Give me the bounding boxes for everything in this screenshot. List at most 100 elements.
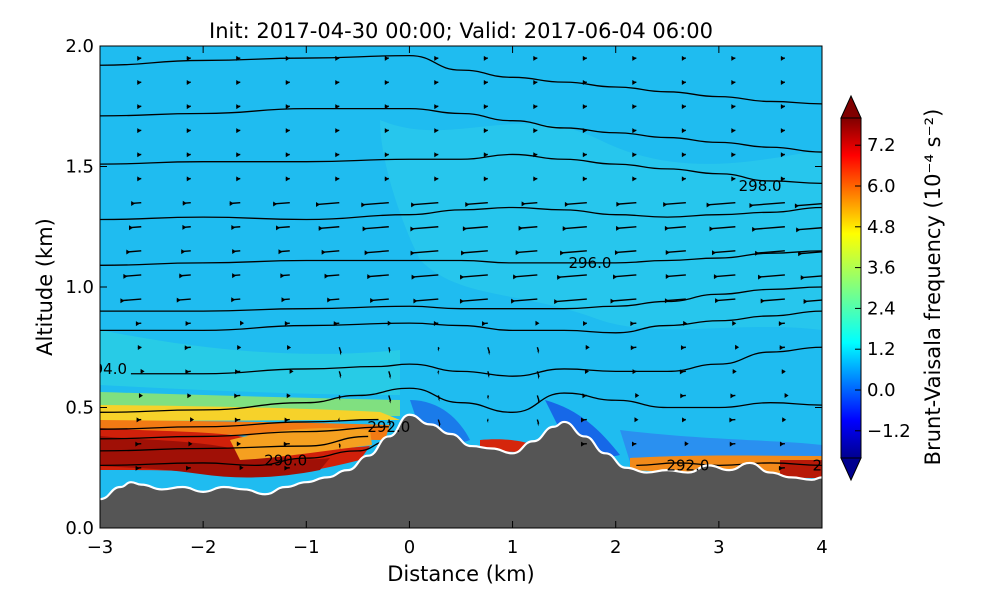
field-cyan-band	[100, 330, 400, 395]
wind-arrowhead-151	[533, 104, 538, 110]
wind-vector-229	[758, 274, 785, 278]
wind-arrowhead-154	[581, 441, 586, 447]
wind-vector-212	[711, 250, 736, 254]
contour-line-1	[100, 435, 369, 452]
wind-arrowhead-175	[630, 345, 635, 351]
wind-arrowhead-249	[798, 251, 803, 257]
wind-arrowhead-11	[129, 225, 133, 231]
wind-arrowhead-239	[780, 55, 785, 61]
colorbar-gradient	[840, 117, 862, 459]
wind-arrowhead-146	[518, 225, 523, 231]
wind-arrowhead-14	[137, 152, 142, 158]
contour-lines	[100, 54, 822, 466]
wind-arrowhead-115	[411, 202, 416, 208]
wind-arrowhead-111	[413, 298, 418, 304]
wind-arrowhead-138	[537, 421, 539, 427]
wind-arrowhead-118	[434, 128, 439, 134]
wind-arrowhead-108	[437, 369, 439, 375]
wind-arrowhead-48	[229, 200, 234, 206]
wind-arrowhead-116	[434, 176, 439, 182]
wind-arrowhead-231	[755, 250, 760, 256]
wind-arrowhead-206	[729, 417, 734, 423]
wind-arrowhead-171	[631, 441, 636, 447]
wind-vector-161	[560, 250, 587, 254]
contour-line-5	[100, 387, 822, 413]
wind-arrowhead-145	[515, 250, 520, 256]
wind-arrowhead-68	[285, 152, 290, 158]
wind-arrowhead-69	[285, 128, 290, 134]
wind-vector-159	[554, 298, 587, 303]
colorbar-tick-label-4: 3.6	[867, 258, 896, 279]
wind-vector-82	[315, 201, 340, 206]
field-yellow-band	[100, 405, 400, 421]
colorbar-min-extend	[840, 457, 862, 482]
wind-vector-247	[800, 275, 822, 279]
wind-arrowhead-76	[339, 373, 341, 379]
wind-vector-176	[610, 298, 637, 302]
wind-arrowhead-37	[239, 465, 244, 471]
x-tick-label-1: −2	[190, 537, 217, 558]
wind-arrowhead-51	[236, 128, 241, 134]
x-tick-label-0: −3	[87, 537, 114, 558]
wind-vector-129	[462, 226, 488, 230]
colorbar-tick-label-5: 4.8	[867, 217, 896, 238]
wind-arrowhead-236	[780, 128, 785, 134]
wind-arrowhead-167	[582, 128, 587, 134]
wind-arrowhead-128	[460, 274, 465, 280]
y-tick-label-2: 1.0	[65, 277, 94, 298]
wind-arrowhead-218	[731, 128, 736, 134]
wind-arrowhead-155	[581, 417, 586, 423]
wind-arrowhead-177	[610, 298, 615, 304]
wind-arrowhead-124	[487, 373, 490, 379]
wind-arrowhead-99	[361, 202, 366, 208]
wind-arrowhead-4	[138, 393, 143, 399]
wind-arrowhead-82	[318, 225, 323, 231]
wind-vector-160	[557, 274, 587, 279]
colorbar-tick-label-2: 1.2	[867, 339, 896, 360]
contour-labels: 290.0 292.0 292.0 29 94.0 296.0 298.0	[100, 177, 822, 475]
wind-vector-162	[562, 226, 587, 230]
wind-arrowhead-207	[730, 393, 735, 399]
wind-arrowhead-62	[281, 297, 286, 303]
wind-arrowhead-70	[285, 104, 290, 110]
x-tick-label-6: 3	[713, 537, 724, 558]
wind-arrowhead-63	[280, 273, 285, 279]
wind-vector-96	[364, 250, 389, 254]
wind-arrowhead-89	[335, 55, 340, 61]
wind-vector-130	[465, 201, 488, 206]
wind-arrowhead-79	[327, 297, 332, 303]
x-tick-label-4: 1	[507, 537, 518, 558]
wind-arrowhead-212	[713, 274, 718, 280]
wind-arrowhead-101	[384, 152, 389, 158]
wind-arrowhead-188	[684, 441, 689, 447]
wind-arrowhead-203	[681, 79, 686, 85]
y-tick-label-0: 0.0	[65, 518, 94, 539]
wind-vector-249	[796, 227, 822, 231]
wind-arrowhead-57	[284, 417, 289, 423]
wind-arrowhead-240	[832, 465, 836, 470]
wind-arrowhead-94	[387, 320, 392, 326]
plot-area: 290.0 292.0 292.0 29 94.0 296.0 298.0	[100, 46, 836, 528]
x-axis: −3 −2 −1 0 1 2 3 4	[87, 46, 828, 558]
wind-arrowhead-194	[664, 298, 669, 304]
wind-vector-112	[410, 250, 439, 254]
wind-vector-144	[515, 250, 538, 254]
wind-arrowhead-10	[126, 249, 131, 255]
wind-arrowhead-130	[462, 226, 467, 232]
wind-arrowhead-92	[389, 374, 391, 380]
wind-arrowhead-195	[665, 274, 670, 280]
wind-arrowhead-72	[285, 55, 290, 61]
wind-arrowhead-190	[680, 393, 685, 399]
wind-arrowhead-97	[364, 250, 369, 256]
wind-vector-232	[749, 201, 785, 207]
wind-arrowhead-183	[632, 152, 637, 158]
wind-arrowhead-100	[384, 176, 389, 182]
wind-arrowhead-2	[135, 441, 140, 447]
wind-vector-211	[713, 274, 736, 278]
wind-arrowhead-182	[632, 176, 637, 182]
wind-arrowhead-179	[614, 250, 619, 256]
wind-arrowhead-149	[533, 152, 538, 158]
wind-vector-231	[752, 226, 785, 231]
wind-arrowhead-96	[367, 274, 372, 280]
